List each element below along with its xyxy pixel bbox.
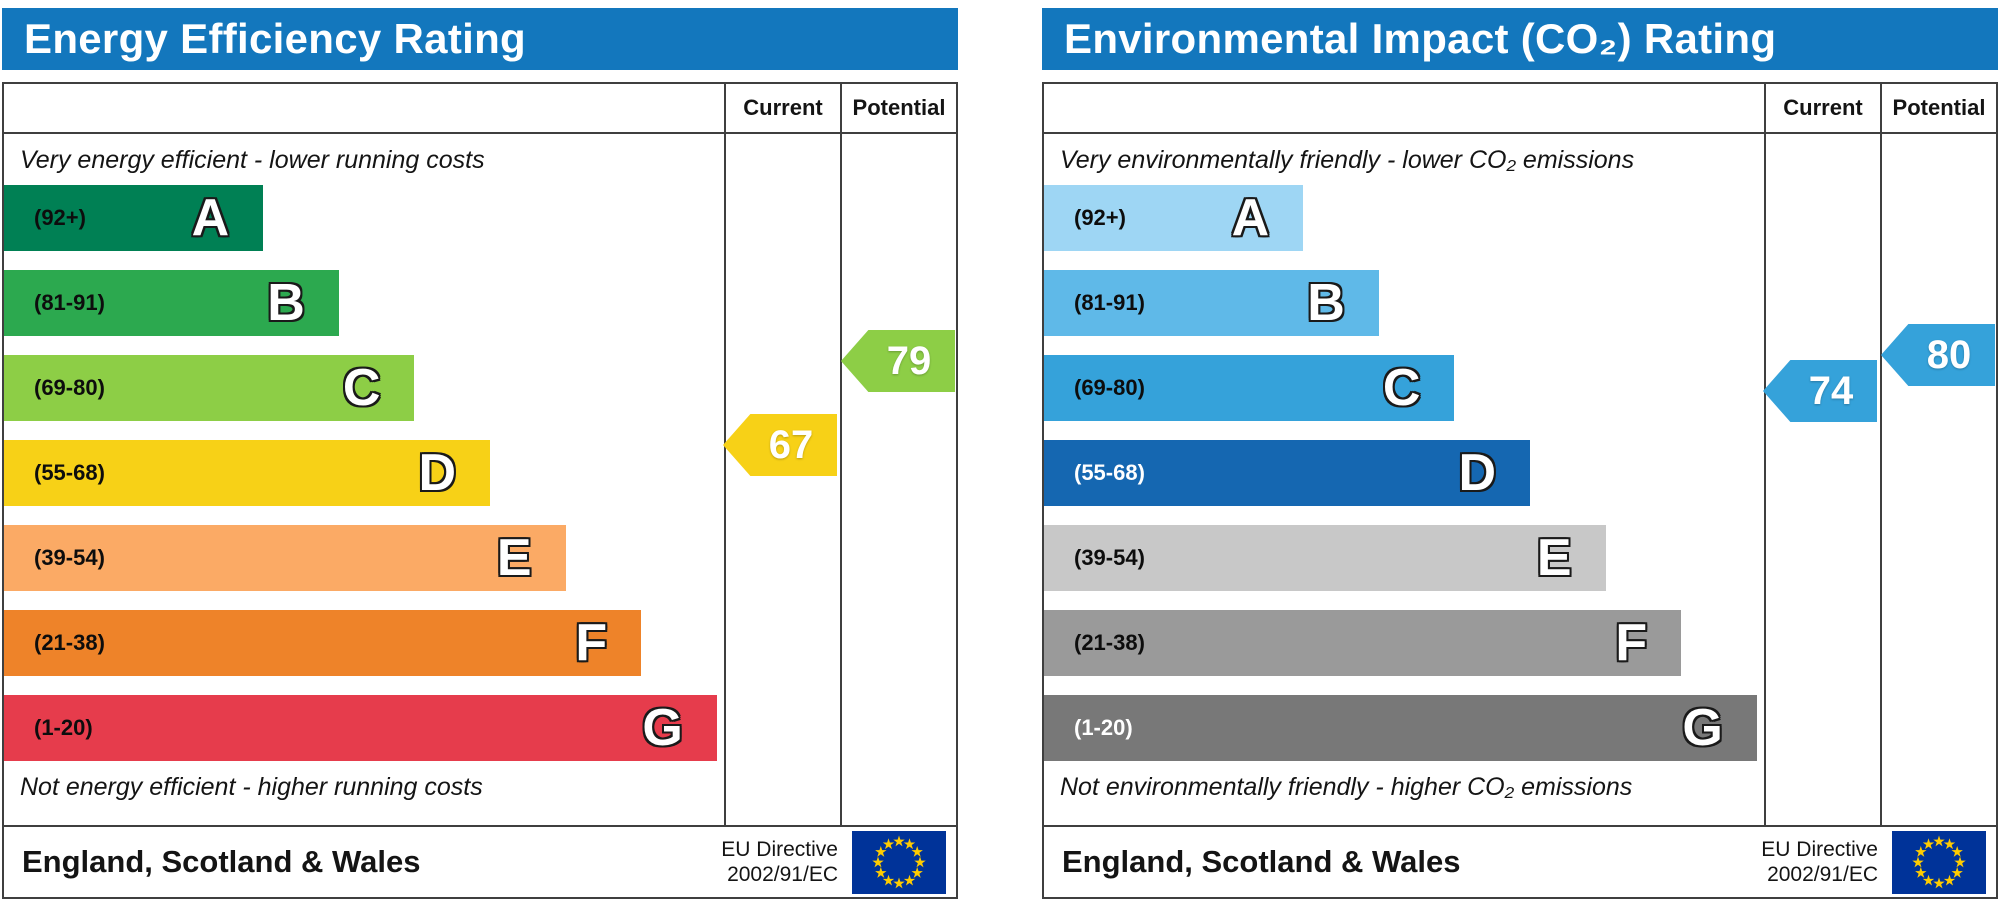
band-row-c: (69-80) C [4,354,724,421]
band-letter: C [1382,358,1421,417]
band-letter: D [418,443,456,502]
band-bar-e: (39-54) E [4,524,566,591]
current-column-header: Current [724,84,840,132]
band-range-label: (69-80) [34,374,105,400]
band-bar-c: (69-80) C [4,354,415,421]
table-footer: England, Scotland & Wales EU Directive 2… [1044,825,1996,897]
bottom-caption: Not environmentally friendly - higher CO… [1060,772,1633,801]
bottom-caption: Not energy efficient - higher running co… [20,772,483,801]
band-bar-a: (92+) A [1044,184,1304,251]
band-row-g: (1-20) G [1044,694,1764,761]
column-headers-row: Current Potential [4,84,956,134]
band-letter: A [1231,188,1270,247]
potential-column [1880,134,1996,825]
band-range-label: (39-54) [34,544,105,570]
band-letter: F [1615,613,1648,672]
current-column [724,134,840,825]
eu-flag-icon [1892,830,1986,894]
band-row-d: (55-68) D [4,439,724,506]
band-row-e: (39-54) E [4,524,724,591]
rating-bands: (92+) A (81-91) B (69-80) C (55-68) D (39-54) E (2… [4,184,724,761]
chart-title: Environmental Impact (CO₂) Rating [1064,15,1777,62]
band-bar-g: (1-20) G [1044,694,1757,761]
potential-column-header: Potential [1880,84,1996,132]
potential-rating-arrow: 79 [841,330,955,392]
band-row-g: (1-20) G [4,694,724,761]
band-bar-e: (39-54) E [1044,524,1606,591]
band-letter: E [1536,528,1572,587]
bands-and-ratings-area: Very energy efficient - lower running co… [4,134,956,825]
eu-flag-icon [852,830,946,894]
band-row-a: (92+) A [1044,184,1764,251]
bands-area: Very energy efficient - lower running co… [4,134,724,825]
band-letter: F [575,613,608,672]
band-row-d: (55-68) D [1044,439,1764,506]
potential-rating-arrow: 80 [1881,324,1995,386]
band-range-label: (21-38) [1074,629,1145,655]
energy-efficiency-rating-chart: Energy Efficiency Rating Current Potenti… [2,8,958,899]
band-bar-a: (92+) A [4,184,264,251]
band-bar-g: (1-20) G [4,694,717,761]
eu-directive-label: EU Directive 2002/91/EC [1761,837,1878,886]
band-range-label: (1-20) [1074,714,1133,740]
band-range-label: (92+) [1074,204,1126,230]
band-row-b: (81-91) B [4,269,724,336]
top-caption: Very energy efficient - lower running co… [20,146,485,174]
band-bar-c: (69-80) C [1044,354,1455,421]
band-range-label: (21-38) [34,629,105,655]
rating-bands: (92+) A (81-91) B (69-80) C (55-68) D (39-54) E (2… [1044,184,1764,761]
band-letter: B [267,273,305,332]
current-rating-arrow: 74 [1763,360,1877,422]
rating-table: Current Potential Very environmentally f… [1042,82,1998,899]
band-row-a: (92+) A [4,184,724,251]
band-row-f: (21-38) F [4,609,724,676]
environmental-chart-title-bar: Environmental Impact (CO₂) Rating [1042,8,1998,70]
band-letter: D [1458,443,1496,502]
band-row-b: (81-91) B [1044,269,1764,336]
band-range-label: (81-91) [1074,289,1145,315]
band-row-e: (39-54) E [1044,524,1764,591]
band-letter: B [1307,273,1345,332]
band-bar-d: (55-68) D [4,439,490,506]
band-range-label: (39-54) [1074,544,1145,570]
current-column [1764,134,1880,825]
band-bar-f: (21-38) F [1044,609,1682,676]
band-range-label: (69-80) [1074,374,1145,400]
band-letter: C [342,358,381,417]
region-label: England, Scotland & Wales [1062,844,1461,879]
current-column-header: Current [1764,84,1880,132]
energy-chart-title-bar: Energy Efficiency Rating [2,8,958,70]
band-letter: E [496,528,532,587]
band-letter: A [191,188,230,247]
table-footer: England, Scotland & Wales EU Directive 2… [4,825,956,897]
environmental-impact-rating-chart: Environmental Impact (CO₂) Rating Curren… [1042,8,1998,899]
band-range-label: (55-68) [1074,459,1145,485]
bands-area: Very environmentally friendly - lower CO… [1044,134,1764,825]
band-range-label: (55-68) [34,459,105,485]
band-range-label: (92+) [34,204,86,230]
band-range-label: (81-91) [34,289,105,315]
band-bar-d: (55-68) D [1044,439,1530,506]
band-row-f: (21-38) F [1044,609,1764,676]
eu-directive-label: EU Directive 2002/91/EC [721,837,838,886]
band-range-label: (1-20) [34,714,93,740]
column-headers-row: Current Potential [1044,84,1996,134]
region-label: England, Scotland & Wales [22,844,421,879]
current-rating-arrow: 67 [723,414,837,476]
top-caption: Very environmentally friendly - lower CO… [1060,146,1635,174]
band-bar-b: (81-91) B [4,269,339,336]
band-letter: G [1682,698,1723,757]
band-row-c: (69-80) C [1044,354,1764,421]
chart-title: Energy Efficiency Rating [24,15,526,62]
column-header-spacer [1044,84,1764,132]
column-header-spacer [4,84,724,132]
bands-and-ratings-area: Very environmentally friendly - lower CO… [1044,134,1996,825]
potential-column [840,134,956,825]
rating-table: Current Potential Very energy efficient … [2,82,958,899]
band-bar-f: (21-38) F [4,609,642,676]
band-letter: G [642,698,683,757]
band-bar-b: (81-91) B [1044,269,1379,336]
potential-column-header: Potential [840,84,956,132]
